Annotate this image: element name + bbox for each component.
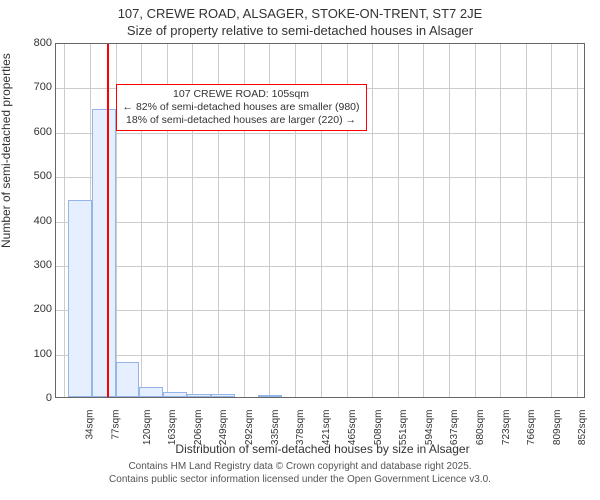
footer-line2: Contains public sector information licen…	[0, 473, 600, 486]
x-tick-label: 508sqm	[373, 410, 384, 446]
x-tick-label: 766sqm	[526, 410, 537, 446]
gridline-v	[500, 44, 501, 397]
chart-container: Number of semi-detached properties 107 C…	[0, 38, 600, 458]
y-tick-label: 100	[12, 348, 52, 360]
y-tick-label: 500	[12, 170, 52, 182]
chart-title-line2: Size of property relative to semi-detach…	[0, 23, 600, 38]
x-tick-label: 292sqm	[244, 410, 255, 446]
y-tick-label: 300	[12, 259, 52, 271]
histogram-bar	[68, 200, 92, 397]
y-tick-label: 400	[12, 215, 52, 227]
x-tick-label: 120sqm	[142, 410, 153, 446]
y-tick-label: 200	[12, 303, 52, 315]
gridline-h	[56, 222, 584, 223]
x-tick-label: 594sqm	[424, 410, 435, 446]
gridline-v	[475, 44, 476, 397]
y-tick-label: 600	[12, 126, 52, 138]
chart-title-line1: 107, CREWE ROAD, ALSAGER, STOKE-ON-TRENT…	[0, 6, 600, 21]
x-tick-label: 551sqm	[398, 410, 409, 446]
x-tick-label: 421sqm	[321, 410, 332, 446]
gridline-v	[577, 44, 578, 397]
footer-attribution: Contains HM Land Registry data © Crown c…	[0, 460, 600, 486]
gridline-v	[526, 44, 527, 397]
x-tick-label: 465sqm	[347, 410, 358, 446]
x-tick-label: 163sqm	[167, 410, 178, 446]
x-tick-label: 206sqm	[193, 410, 204, 446]
histogram-bar	[139, 387, 163, 397]
gridline-v	[423, 44, 424, 397]
x-tick-label: 77sqm	[110, 410, 121, 440]
annotation-line3: 18% of semi-detached houses are larger (…	[123, 114, 360, 127]
gridline-v	[551, 44, 552, 397]
annotation-line2: ← 82% of semi-detached houses are smalle…	[123, 101, 360, 114]
plot-area: 107 CREWE ROAD: 105sqm← 82% of semi-deta…	[55, 43, 585, 398]
gridline-v	[64, 44, 65, 397]
x-tick-label: 809sqm	[552, 410, 563, 446]
y-tick-label: 700	[12, 81, 52, 93]
gridline-h	[56, 177, 584, 178]
y-tick-label: 800	[12, 37, 52, 49]
gridline-h	[56, 133, 584, 134]
gridline-h	[56, 355, 584, 356]
property-marker-line	[107, 44, 109, 397]
x-tick-label: 378sqm	[295, 410, 306, 446]
histogram-bar	[163, 392, 187, 397]
x-tick-label: 680sqm	[475, 410, 486, 446]
x-tick-label: 852sqm	[578, 410, 589, 446]
histogram-bar	[211, 394, 235, 397]
x-tick-label: 34sqm	[85, 410, 96, 440]
gridline-h	[56, 310, 584, 311]
y-tick-label: 0	[12, 392, 52, 404]
histogram-bar	[258, 395, 282, 397]
x-tick-label: 249sqm	[218, 410, 229, 446]
gridline-h	[56, 266, 584, 267]
annotation-box: 107 CREWE ROAD: 105sqm← 82% of semi-deta…	[116, 84, 367, 131]
x-tick-label: 723sqm	[501, 410, 512, 446]
x-tick-label: 335sqm	[270, 410, 281, 446]
footer-line1: Contains HM Land Registry data © Crown c…	[0, 460, 600, 473]
histogram-bar	[116, 362, 140, 397]
x-tick-label: 637sqm	[450, 410, 461, 446]
annotation-line1: 107 CREWE ROAD: 105sqm	[123, 88, 360, 101]
gridline-v	[449, 44, 450, 397]
histogram-bar	[187, 394, 211, 397]
gridline-v	[398, 44, 399, 397]
histogram-bar	[92, 109, 116, 397]
gridline-v	[372, 44, 373, 397]
